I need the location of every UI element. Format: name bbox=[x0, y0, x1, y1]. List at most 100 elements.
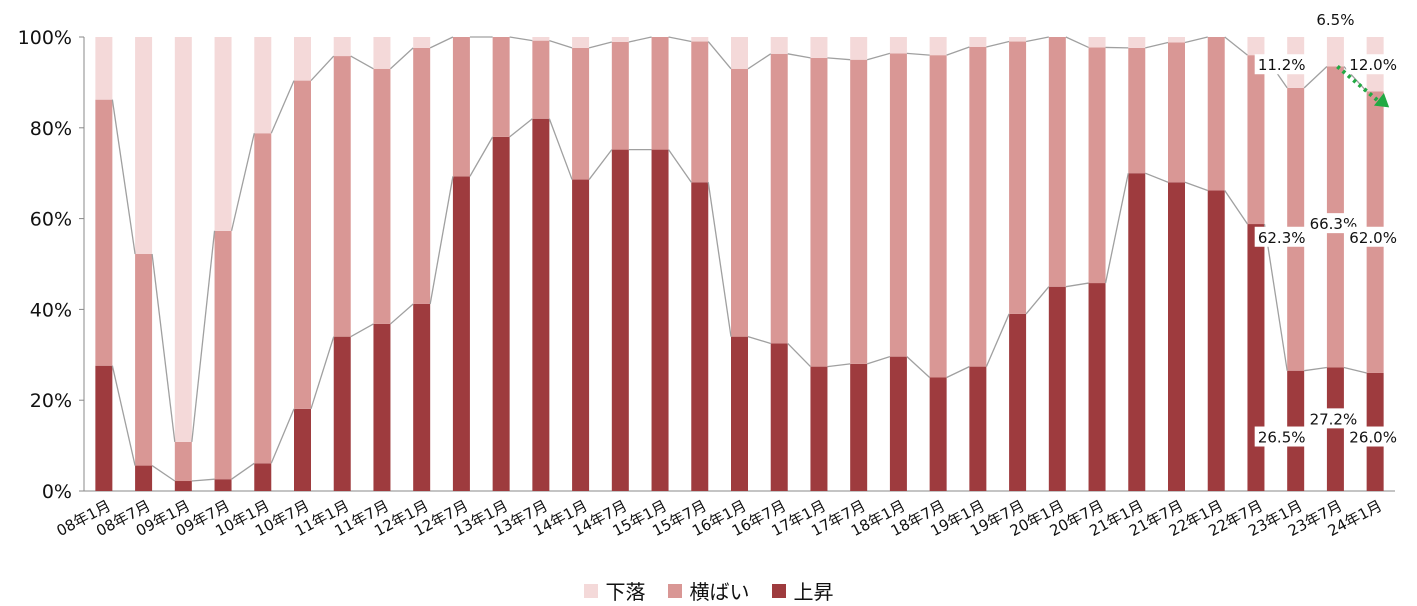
bar-segment bbox=[95, 365, 113, 491]
series-connector-line bbox=[707, 41, 732, 70]
bar-segment bbox=[452, 176, 470, 492]
legend-swatch-flat bbox=[667, 583, 682, 598]
data-label-background bbox=[1346, 426, 1401, 447]
series-connector-line bbox=[946, 46, 970, 56]
bar-segment bbox=[929, 37, 947, 56]
bar-segment bbox=[214, 479, 232, 491]
series-connector-line bbox=[111, 99, 136, 255]
legend: 下落 横ばい 上昇 bbox=[0, 576, 1417, 605]
bar-segment bbox=[1207, 190, 1225, 491]
legend-swatch-rise bbox=[771, 583, 786, 598]
series-connector-line bbox=[1184, 181, 1208, 192]
bar-segment bbox=[850, 363, 868, 491]
series-connector-line bbox=[350, 55, 374, 70]
bar-segment bbox=[1128, 37, 1146, 48]
legend-item-fall: 下落 bbox=[583, 576, 646, 605]
series-connector-line bbox=[1065, 36, 1089, 49]
series-connector-line bbox=[1025, 286, 1050, 315]
trend-arrow-head bbox=[1373, 93, 1390, 108]
series-connector-line bbox=[509, 118, 533, 138]
bar-segment bbox=[611, 41, 629, 150]
bar-segment bbox=[1168, 182, 1185, 491]
bar-segment bbox=[413, 47, 431, 304]
bar-segment bbox=[532, 40, 550, 119]
series-connector-line bbox=[668, 149, 692, 183]
data-label: 62.3% bbox=[1258, 229, 1306, 247]
series-connector-line bbox=[1025, 36, 1049, 43]
bar-segment bbox=[731, 37, 748, 69]
bar-segment bbox=[1048, 286, 1066, 491]
bar-segment bbox=[1168, 37, 1185, 43]
data-label-background bbox=[1254, 226, 1309, 247]
data-label: 26.5% bbox=[1258, 429, 1306, 447]
series-connector-line bbox=[866, 355, 891, 365]
bar-segment bbox=[969, 366, 987, 491]
series-connector-line bbox=[827, 363, 851, 368]
series-connector-line bbox=[310, 336, 335, 410]
data-label: 26.0% bbox=[1349, 429, 1397, 447]
series-connector-line bbox=[1184, 36, 1208, 44]
bar-segment bbox=[691, 41, 709, 183]
bar-segment bbox=[770, 37, 788, 54]
series-connector-line bbox=[549, 40, 573, 49]
series-connector-line bbox=[1104, 173, 1129, 284]
bar-segment bbox=[95, 99, 113, 366]
series-connector-line bbox=[827, 57, 851, 61]
bar-segment bbox=[1326, 367, 1344, 491]
legend-label-fall: 下落 bbox=[605, 580, 646, 604]
series-connector-line bbox=[1224, 36, 1248, 56]
legend-item-rise: 上昇 bbox=[771, 576, 834, 605]
bar-segment bbox=[95, 37, 113, 100]
legend-item-flat: 横ばい bbox=[667, 576, 750, 605]
bar-segment bbox=[889, 53, 907, 357]
bar-segment bbox=[1247, 55, 1265, 225]
bar-segment bbox=[492, 136, 510, 491]
bar-segment bbox=[770, 343, 788, 491]
bar-segment bbox=[1009, 37, 1027, 42]
bar-segment bbox=[532, 118, 550, 491]
trend-arrow-line bbox=[1336, 64, 1383, 105]
data-label: 11.2% bbox=[1258, 56, 1306, 74]
series-connector-line bbox=[429, 36, 454, 49]
bar-segment bbox=[691, 37, 709, 42]
bar-segment bbox=[373, 323, 391, 491]
bar-segment bbox=[214, 230, 232, 480]
y-tick-label: 0% bbox=[42, 481, 72, 503]
series-connector-line bbox=[787, 342, 811, 368]
series-connector-line bbox=[1145, 172, 1169, 183]
series-connector-line bbox=[906, 52, 930, 56]
bar-segment bbox=[651, 37, 669, 150]
bar-segment bbox=[929, 55, 947, 378]
bar-segment bbox=[1009, 313, 1027, 491]
bar-segment bbox=[254, 37, 272, 134]
bar-segment bbox=[1009, 41, 1027, 314]
y-tick-label: 20% bbox=[30, 390, 72, 412]
bar-segment bbox=[1326, 37, 1344, 67]
bar-segment bbox=[174, 481, 192, 491]
series-connector-line bbox=[588, 149, 613, 180]
bar-segment bbox=[254, 133, 272, 464]
bar-segment bbox=[810, 57, 828, 367]
bar-segment bbox=[810, 366, 828, 491]
series-connector-line bbox=[1304, 366, 1327, 372]
series-connector-line bbox=[707, 182, 732, 337]
series-connector-line bbox=[151, 253, 176, 443]
bar-segment bbox=[611, 37, 629, 42]
bar-segment bbox=[651, 149, 669, 492]
series-connector-line bbox=[668, 36, 692, 43]
bar-segment bbox=[333, 56, 351, 337]
series-connector-line bbox=[509, 36, 533, 42]
data-label: 66.3% bbox=[1310, 215, 1358, 233]
bar-segment bbox=[294, 80, 311, 409]
y-tick-label: 100% bbox=[18, 27, 72, 49]
y-tick-label: 40% bbox=[30, 299, 72, 321]
series-connector-line bbox=[429, 176, 454, 305]
series-connector-line bbox=[787, 53, 811, 59]
series-connector-line bbox=[270, 80, 295, 134]
series-connector-line bbox=[469, 136, 494, 177]
data-label-background bbox=[1346, 226, 1401, 247]
stacked-bar-chart: 0%20%40%60%80%100%08年1月08年7月09年1月09年7月10… bbox=[17, 10, 1401, 541]
bar-segment bbox=[969, 46, 987, 367]
bar-segment bbox=[572, 47, 590, 180]
legend-label-flat: 横ばい bbox=[689, 580, 750, 604]
